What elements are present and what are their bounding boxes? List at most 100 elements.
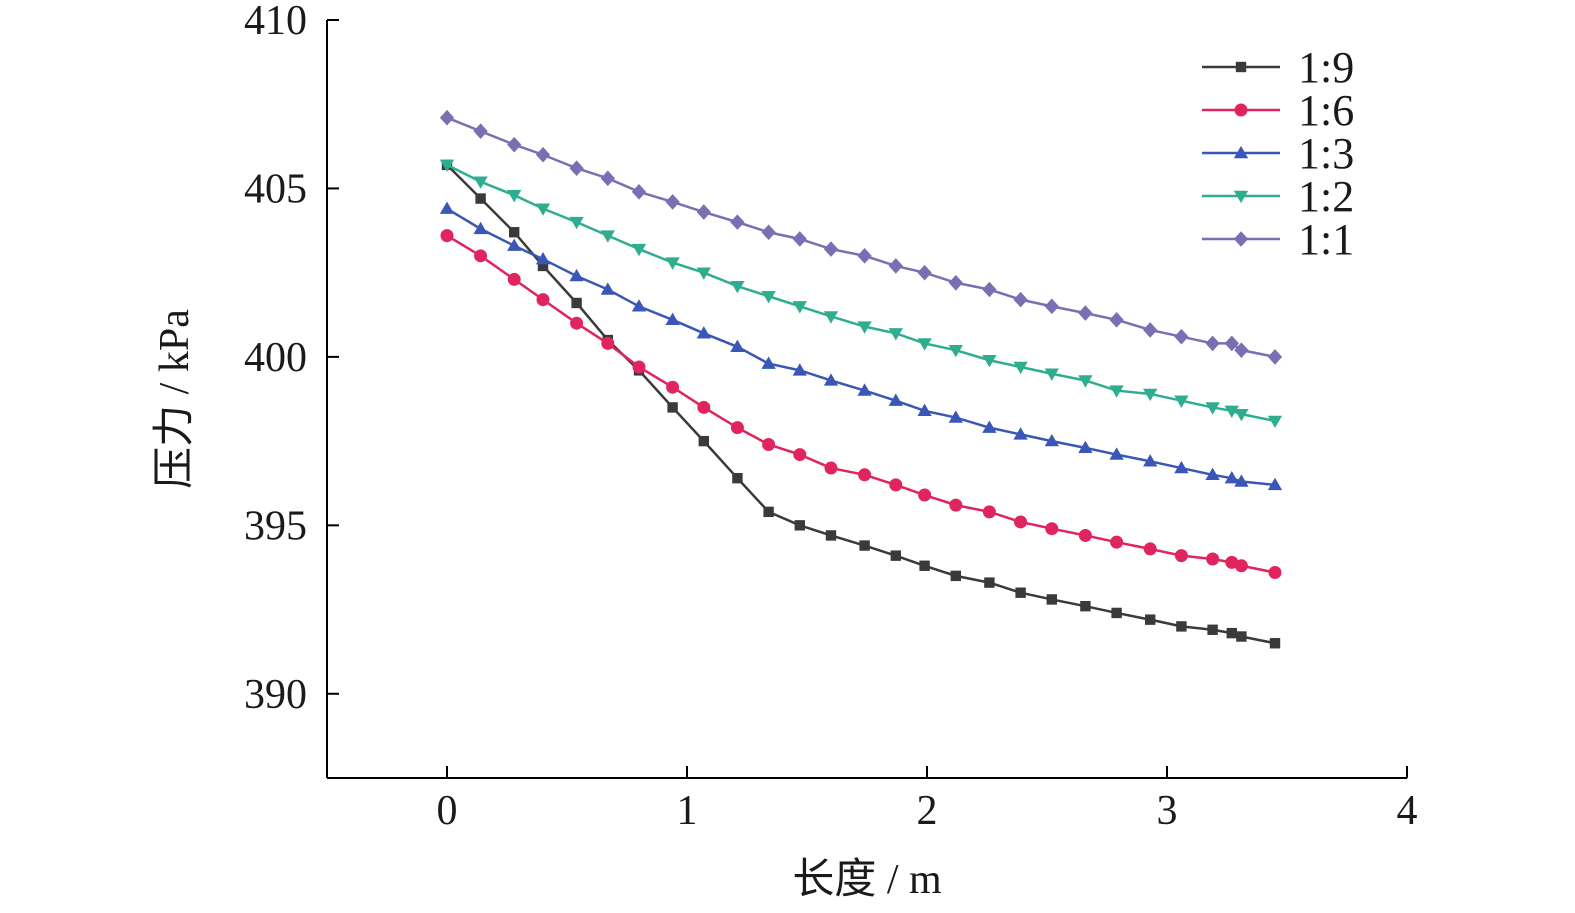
data-point xyxy=(823,241,839,257)
data-point xyxy=(569,268,584,282)
data-point xyxy=(950,570,961,582)
data-point xyxy=(1174,395,1189,408)
data-point xyxy=(1013,291,1028,308)
data-point xyxy=(1044,298,1059,315)
data-point xyxy=(507,238,522,251)
data-point xyxy=(1226,627,1237,639)
data-point xyxy=(1224,405,1239,418)
data-point xyxy=(439,201,455,214)
data-point xyxy=(571,297,582,309)
legend: 1:91:61:31:21:1 xyxy=(1202,43,1354,264)
legend-item: 1:6 xyxy=(1202,86,1354,135)
series-line xyxy=(446,163,1276,423)
data-point xyxy=(917,264,932,281)
data-point xyxy=(730,280,745,294)
data-point xyxy=(697,400,711,414)
data-point xyxy=(1045,522,1059,536)
data-point xyxy=(857,248,872,264)
data-point xyxy=(889,478,903,492)
data-point xyxy=(535,146,551,163)
data-point xyxy=(890,550,901,561)
data-point xyxy=(1110,535,1124,549)
series-1-1 xyxy=(439,109,1283,365)
data-point xyxy=(1078,375,1093,388)
data-point xyxy=(1234,474,1249,487)
x-tick-label: 0 xyxy=(437,788,458,834)
y-tick-label: 390 xyxy=(244,672,307,718)
data-point xyxy=(696,326,711,339)
data-point xyxy=(918,488,932,502)
data-point xyxy=(824,461,838,475)
data-point xyxy=(982,505,996,519)
legend-swatch-marker xyxy=(1234,103,1248,117)
data-point xyxy=(1044,368,1059,381)
legend-item: 1:1 xyxy=(1202,215,1354,264)
data-point xyxy=(474,249,488,263)
data-point xyxy=(535,252,551,265)
data-point xyxy=(825,530,837,541)
y-tick-label: 405 xyxy=(244,166,307,212)
series-line xyxy=(446,234,1276,574)
data-point xyxy=(792,363,807,376)
series-1-9 xyxy=(441,159,1281,649)
x-axis-title: 长度 / m xyxy=(792,857,942,903)
data-point xyxy=(473,176,488,189)
x-tick-label: 4 xyxy=(1397,788,1418,834)
data-point xyxy=(732,472,743,484)
data-point xyxy=(888,258,903,274)
data-point xyxy=(949,498,963,512)
data-point xyxy=(1013,361,1028,375)
data-point xyxy=(1109,385,1124,398)
data-point xyxy=(569,160,584,177)
data-point xyxy=(631,299,647,312)
data-point xyxy=(1044,433,1059,447)
legend-swatch-marker xyxy=(1235,61,1247,73)
data-point xyxy=(439,159,455,173)
data-point xyxy=(440,229,454,243)
data-point xyxy=(762,437,776,451)
data-point xyxy=(1145,614,1156,625)
data-point xyxy=(665,194,680,210)
data-point xyxy=(439,109,455,126)
plot-area xyxy=(439,109,1283,649)
legend-label: 1:9 xyxy=(1298,43,1354,92)
data-point xyxy=(919,560,930,571)
axes xyxy=(326,20,1407,779)
data-point xyxy=(475,193,486,204)
data-point xyxy=(667,402,678,413)
data-point xyxy=(1109,447,1124,460)
data-point xyxy=(1207,624,1218,635)
x-tick-label: 1 xyxy=(677,788,698,834)
data-point xyxy=(537,260,549,272)
data-point xyxy=(982,420,997,433)
data-point xyxy=(730,339,745,352)
data-point xyxy=(917,338,932,351)
x-axis-ticks: 0 1 2 3 4 xyxy=(437,766,1418,834)
legend-swatch-marker xyxy=(1233,231,1249,247)
data-point xyxy=(600,282,615,295)
data-point xyxy=(984,577,995,588)
data-point xyxy=(1143,542,1157,556)
series-line xyxy=(446,116,1276,359)
data-point xyxy=(1015,587,1026,598)
data-point xyxy=(763,506,774,518)
x-tick-label: 2 xyxy=(917,788,938,834)
series-line xyxy=(446,207,1276,487)
data-point xyxy=(1269,638,1281,649)
data-point xyxy=(1224,335,1239,352)
data-point xyxy=(1224,471,1239,484)
data-point xyxy=(1267,415,1283,429)
data-point xyxy=(917,403,932,416)
data-point xyxy=(1267,349,1283,365)
y-tick-label: 410 xyxy=(244,0,307,44)
data-point xyxy=(1143,388,1158,402)
data-point xyxy=(570,316,584,330)
data-point xyxy=(1205,467,1220,480)
data-point xyxy=(1143,454,1158,467)
data-point xyxy=(631,184,647,200)
data-point xyxy=(730,421,744,435)
data-point xyxy=(536,293,550,307)
data-point xyxy=(1174,328,1189,345)
data-point xyxy=(982,281,997,298)
data-point xyxy=(1014,515,1028,529)
